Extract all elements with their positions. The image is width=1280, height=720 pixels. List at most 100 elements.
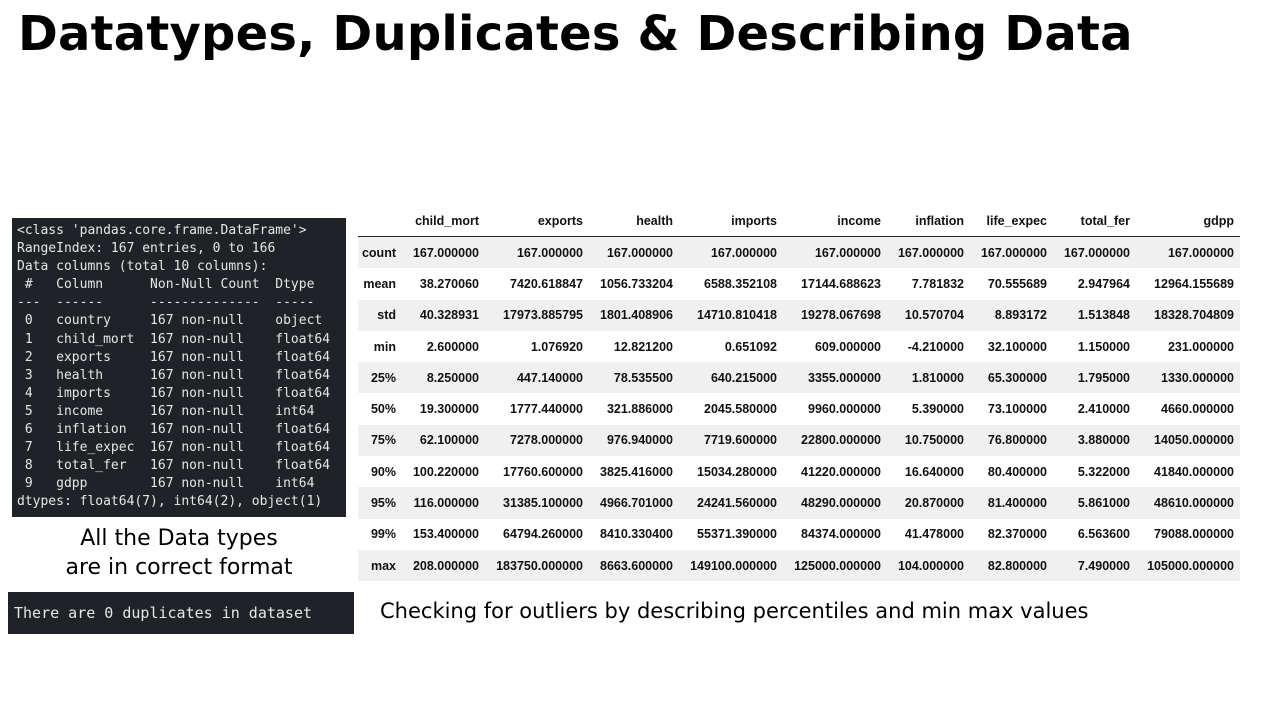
table-row: min 2.600000 1.076920 12.821200 0.651092 609.… [358,330,1240,363]
table-cell: 0.651092 [724,339,777,354]
table-cell: 17144.688623 [801,276,881,291]
table-row: count 167.000000 167.000000 167.000000 167.0… [358,236,1240,269]
table-cell: 8663.600000 [600,558,673,573]
table-row: 50% 19.300000 1777.440000 321.886000 2045.58… [358,393,1240,425]
info-line: Data columns (total 10 columns): [17,259,268,275]
table-cell: 4966.701000 [600,496,673,511]
column-header: child_mort [402,205,485,237]
table-row: 95% 116.000000 31385.100000 4966.701000 2424… [358,487,1240,519]
column-header: gdpp [1136,205,1240,237]
table-cell: 18328.704809 [1154,308,1234,323]
table-cell: 82.370000 [987,527,1047,542]
describe-body: count 167.000000 167.000000 167.000000 167.0… [358,236,1240,582]
describe-table: child_mort exports health imports income infl… [358,205,1240,582]
table-cell: 8.250000 [426,370,479,385]
table-cell: 3.880000 [1077,433,1130,448]
table-cell: 167.000000 [814,245,881,260]
table-cell: 24241.560000 [697,496,777,511]
info-line: 1 child_mort 167 non-null float64 [17,331,331,347]
table-cell: 41220.000000 [801,464,881,479]
table-cell: 5.861000 [1077,496,1130,511]
table-cell: 183750.000000 [496,558,583,573]
table-cell: 41840.000000 [1154,464,1234,479]
table-cell: 976.940000 [606,433,673,448]
table-cell: 62.100000 [419,433,479,448]
table-cell: 32.100000 [987,339,1047,354]
table-cell: 6.563600 [1077,527,1130,542]
table-cell: 17760.600000 [503,464,583,479]
table-row: 99% 153.400000 64794.260000 8410.330400 5537… [358,518,1240,550]
row-label: count [361,245,396,260]
info-line: 0 country 167 non-null object [17,313,323,329]
table-row: mean 38.270060 7420.618847 1056.733204 6588.… [358,268,1240,300]
table-cell: 5.322000 [1077,464,1130,479]
row-label: mean [363,276,396,291]
table-cell: 7.490000 [1077,558,1130,573]
table-cell: 2.410000 [1077,402,1130,417]
info-line: 6 inflation 167 non-null float64 [17,422,331,438]
table-cell: 15034.280000 [697,464,777,479]
table-cell: 167.000000 [516,245,583,260]
table-cell: 73.100000 [987,402,1047,417]
table-cell: 7278.000000 [510,433,583,448]
table-cell: 167.000000 [606,245,673,260]
info-line: 3 health 167 non-null float64 [17,367,331,383]
df-info-output: <class 'pandas.core.frame.DataFrame'> Ran… [12,218,346,517]
table-cell: 65.300000 [987,370,1047,385]
table-cell: 2.600000 [426,339,479,354]
table-cell: 20.870000 [904,496,964,511]
table-cell: 76.800000 [987,433,1047,448]
column-header: health [589,205,679,237]
row-label: 95% [370,496,396,511]
table-cell: 7719.600000 [704,433,777,448]
table-cell: 19.300000 [419,402,479,417]
table-cell: 70.555689 [987,276,1047,291]
row-label: std [377,308,396,323]
table-cell: 40.328931 [419,308,479,323]
table-cell: 1.810000 [911,370,964,385]
table-cell: 167.000000 [710,245,777,260]
column-header: inflation [887,205,970,237]
table-cell: 149100.000000 [690,558,777,573]
datatypes-caption-line-2: are in correct format [65,555,293,580]
table-cell: 3355.000000 [808,370,881,385]
table-cell: 640.215000 [710,370,777,385]
row-label: 50% [370,402,396,417]
datatypes-caption: All the Data types are in correct format [12,524,346,582]
outlier-caption: Checking for outliers by describing perc… [380,599,1089,623]
table-cell: 17973.885795 [503,308,583,323]
table-row: 25% 8.250000 447.140000 78.535500 640.215000… [358,362,1240,394]
datatypes-caption-line-1: All the Data types [80,526,278,551]
table-cell: 55371.390000 [697,527,777,542]
table-cell: 16.640000 [904,464,964,479]
table-cell: 116.000000 [413,496,479,511]
table-cell: 1.795000 [1077,370,1130,385]
table-cell: 4660.000000 [1161,402,1234,417]
table-cell: 3825.416000 [600,464,673,479]
table-cell: 78.535500 [613,370,673,385]
column-header: imports [679,205,783,237]
table-cell: 6588.352108 [704,276,777,291]
info-line: 4 imports 167 non-null float64 [17,385,331,401]
table-cell: 125000.000000 [794,558,881,573]
table-cell: 14710.810418 [697,308,777,323]
describe-header-row: child_mort exports health imports income infl… [358,205,1240,237]
table-cell: 100.220000 [412,464,479,479]
table-cell: 7.781832 [911,276,964,291]
table-cell: 80.400000 [987,464,1047,479]
table-cell: 48610.000000 [1154,496,1234,511]
row-label: 90% [370,464,396,479]
info-line: # Column Non-Null Count Dtype [17,277,315,293]
column-header: life_expec [970,205,1053,237]
table-cell: 9960.000000 [808,402,881,417]
table-cell: 609.000000 [814,339,881,354]
info-line: <class 'pandas.core.frame.DataFrame'> [17,223,307,238]
info-line: 9 gdpp 167 non-null int64 [17,476,315,492]
table-cell: 1.513848 [1077,308,1130,323]
column-header: total_fer [1053,205,1136,237]
table-cell: 1801.408906 [600,308,673,323]
info-line: 5 income 167 non-null int64 [17,403,315,419]
row-label: min [373,339,396,354]
table-cell: 8.893172 [994,308,1047,323]
table-cell: 81.400000 [987,496,1047,511]
